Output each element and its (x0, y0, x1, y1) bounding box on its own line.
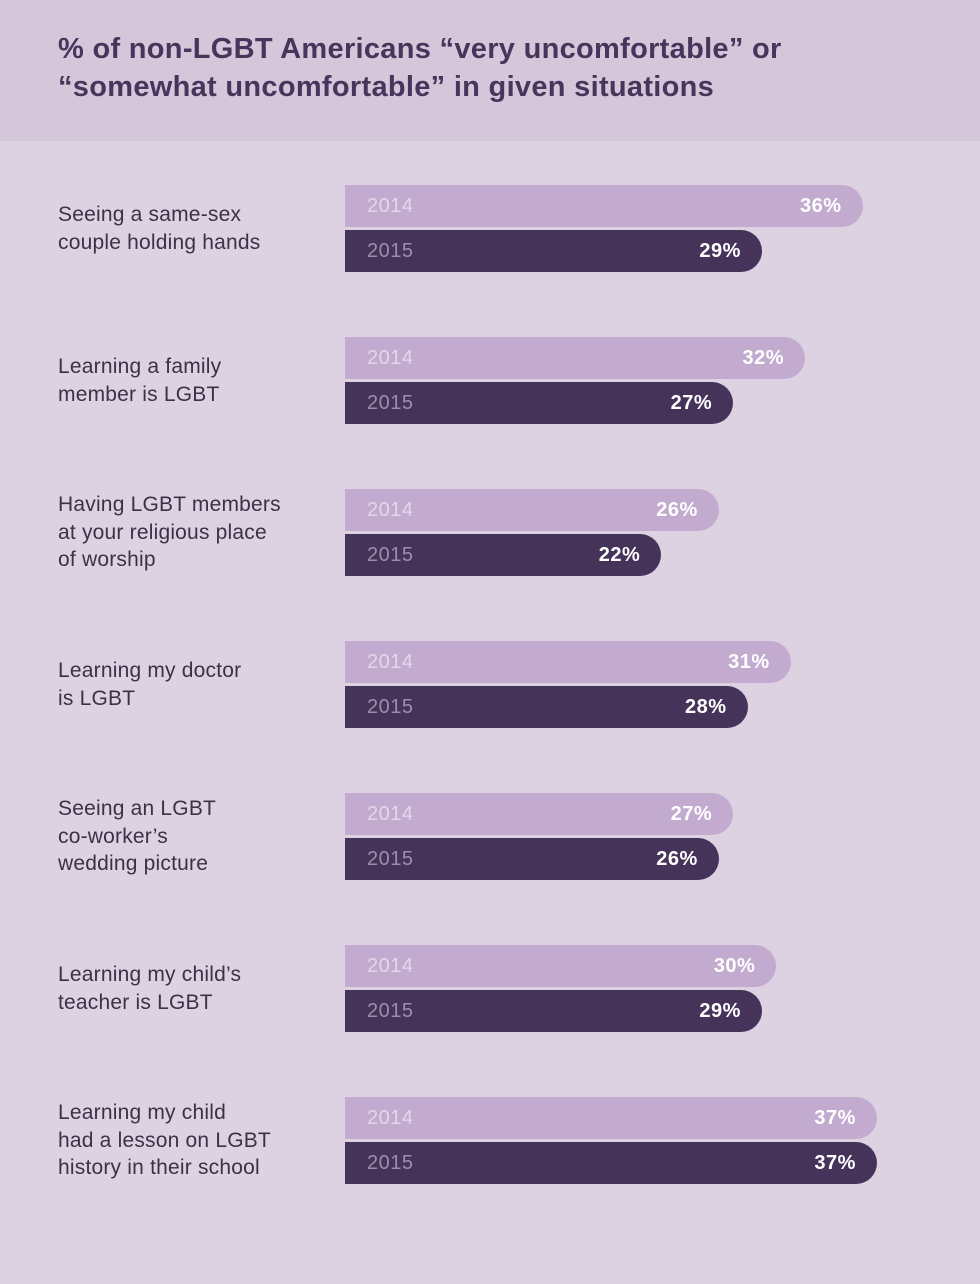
bar-2014: 2014 36% (345, 185, 863, 228)
bar-2015-year-label: 2015 (367, 1151, 414, 1174)
bar-2015-year-label: 2015 (367, 847, 414, 870)
bar-2015-year-label: 2015 (367, 391, 414, 414)
category-label: Having LGBT members at your religious pl… (58, 492, 281, 572)
bar-group: 2014 26% 2015 22% (345, 489, 920, 577)
bar-2015: 2015 22% (345, 534, 662, 577)
bar-group: 2014 36% 2015 29% (345, 185, 920, 273)
bar-group: 2014 30% 2015 29% (345, 945, 920, 1033)
chart-row: Having LGBT members at your religious pl… (0, 457, 980, 609)
chart-row: Learning a family member is LGBT 2014 32… (0, 305, 980, 457)
bar-2014-year-label: 2014 (367, 498, 414, 521)
category-label: Learning a family member is LGBT (58, 354, 222, 406)
bar-2014-value-label: 27% (670, 802, 713, 825)
category-label: Learning my doctor is LGBT (58, 658, 242, 710)
bar-2014-value-label: 26% (656, 498, 698, 521)
bar-2015: 2015 29% (345, 990, 762, 1033)
bar-2015-value-label: 29% (699, 999, 741, 1022)
bar-2014-year-label: 2014 (367, 346, 414, 369)
bar-2015-value-label: 28% (684, 695, 727, 718)
chart-area: Seeing a same-sex couple holding hands 2… (0, 141, 980, 1284)
bar-group: 2014 32% 2015 27% (345, 337, 920, 425)
category-label: Seeing a same-sex couple holding hands (58, 202, 261, 254)
bar-2014: 2014 27% (345, 793, 734, 836)
bar-2014-year-label: 2014 (367, 802, 414, 825)
bar-2014: 2014 31% (345, 641, 791, 684)
bar-2015: 2015 28% (345, 686, 748, 729)
bar-2015-year-label: 2015 (367, 239, 414, 262)
bar-2015-value-label: 26% (656, 847, 698, 870)
category-label: Seeing an LGBT co-worker’s wedding pictu… (58, 796, 217, 876)
bar-2014: 2014 32% (345, 337, 805, 380)
bar-2015-year-label: 2015 (367, 543, 414, 566)
bar-2015-value-label: 27% (670, 391, 713, 414)
bar-2014-year-label: 2014 (367, 650, 414, 673)
category-label: Learning my child’s teacher is LGBT (58, 962, 242, 1014)
bar-2014: 2014 30% (345, 945, 777, 988)
bar-2015-value-label: 29% (699, 239, 741, 262)
category-label: Learning my child had a lesson on LGBT h… (58, 1100, 271, 1180)
chart-row: Seeing a same-sex couple holding hands 2… (0, 153, 980, 305)
chart-row: Learning my child had a lesson on LGBT h… (0, 1065, 980, 1217)
bar-2014: 2014 37% (345, 1097, 877, 1140)
bar-2015: 2015 37% (345, 1142, 877, 1185)
bar-2015: 2015 27% (345, 382, 734, 425)
bar-2014: 2014 26% (345, 489, 719, 532)
chart-title: % of non-LGBT Americans “very uncomforta… (58, 33, 782, 104)
bar-2015-year-label: 2015 (367, 695, 414, 718)
bar-2014-year-label: 2014 (367, 194, 414, 217)
bar-2014-year-label: 2014 (367, 1106, 414, 1129)
bar-2015-value-label: 22% (598, 543, 641, 566)
bar-2015-value-label: 37% (814, 1151, 856, 1174)
chart-header: % of non-LGBT Americans “very uncomforta… (0, 0, 980, 141)
bar-2015-year-label: 2015 (367, 999, 414, 1022)
bar-group: 2014 31% 2015 28% (345, 641, 920, 729)
chart-row: Seeing an LGBT co-worker’s wedding pictu… (0, 761, 980, 913)
bar-group: 2014 27% 2015 26% (345, 793, 920, 881)
bar-2014-value-label: 30% (713, 954, 756, 977)
bar-2014-year-label: 2014 (367, 954, 414, 977)
chart-row: Learning my child’s teacher is LGBT 2014… (0, 913, 980, 1065)
bar-2015: 2015 29% (345, 230, 762, 273)
bar-2014-value-label: 36% (799, 194, 842, 217)
bar-2014-value-label: 37% (814, 1106, 856, 1129)
bar-2014-value-label: 32% (742, 346, 784, 369)
bar-group: 2014 37% 2015 37% (345, 1097, 920, 1185)
chart-row: Learning my doctor is LGBT 2014 31% 2015… (0, 609, 980, 761)
bar-2014-value-label: 31% (728, 650, 770, 673)
bar-2015: 2015 26% (345, 838, 719, 881)
